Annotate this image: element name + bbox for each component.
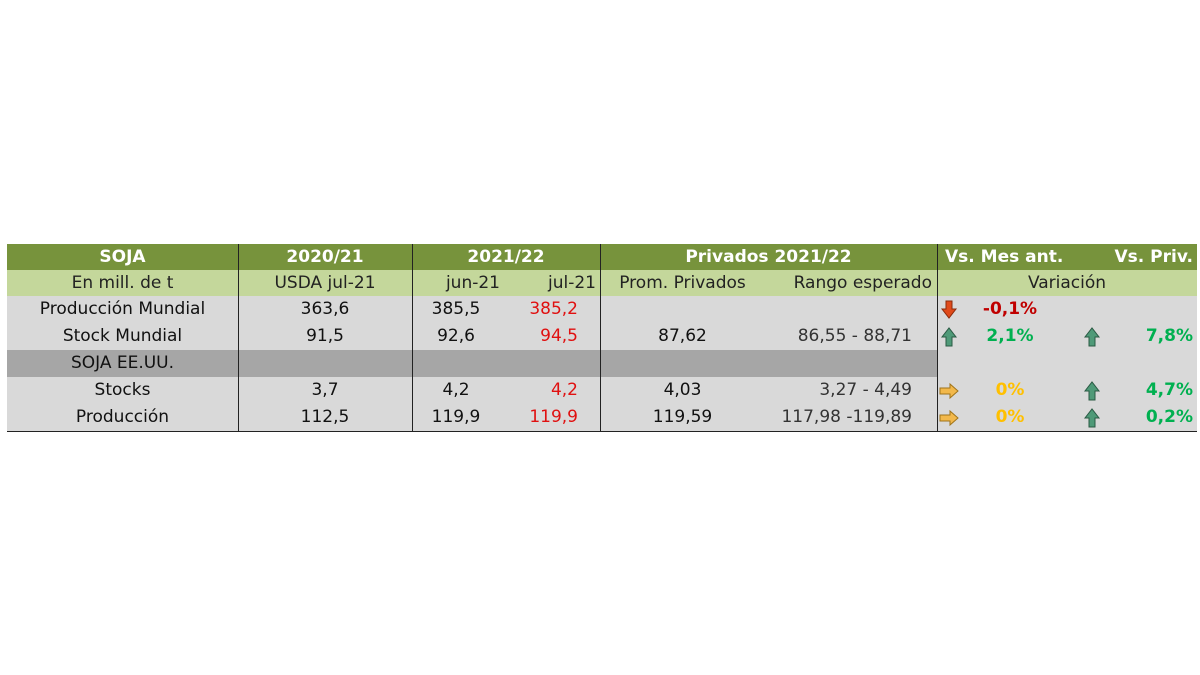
cell: 363,6: [300, 299, 350, 319]
subheader-cell: Rango esperado: [793, 273, 932, 293]
header-cell: SOJA: [99, 247, 146, 267]
cell: 94,5: [540, 326, 578, 346]
bottom-border: [7, 431, 1197, 432]
cell: 119,9: [431, 407, 481, 427]
subheader-cell: En mill. de t: [71, 273, 174, 293]
arrow-up: [1083, 381, 1101, 401]
row-label: Producción: [75, 407, 170, 427]
arrow-down: [940, 300, 958, 319]
cell: 385,5: [431, 299, 481, 319]
cell: 119,9: [529, 407, 578, 427]
arrow-up: [940, 327, 958, 347]
header-cell: Vs. Mes ant.: [945, 247, 1064, 267]
cell: 117,98 -119,89: [781, 407, 912, 427]
header-cell: Vs. Priv.: [1114, 247, 1193, 267]
subheader-cell: jul-21: [548, 273, 596, 293]
divider: [600, 244, 601, 432]
header-bg: [7, 244, 1197, 270]
section-bg: [7, 350, 937, 377]
variation: 4,7%: [1145, 380, 1193, 400]
subheader-cell: Variación: [1027, 273, 1107, 293]
subheader-bg: [7, 270, 1197, 296]
variation: 0%: [995, 407, 1025, 427]
arrow-right: [939, 382, 959, 400]
cell: 3,7: [311, 380, 339, 400]
subheader-cell: USDA jul-21: [274, 273, 376, 293]
cell: 91,5: [306, 326, 344, 346]
variation: 2,1%: [986, 326, 1034, 346]
cell: 112,5: [300, 407, 350, 427]
header-cell: 2020/21: [286, 247, 364, 267]
arrow-right: [939, 409, 959, 427]
cell: 86,55 - 88,71: [797, 326, 912, 346]
divider: [937, 244, 938, 432]
row-label: SOJA EE.UU.: [70, 353, 175, 373]
variation: 0,2%: [1145, 407, 1193, 427]
cell: 4,2: [442, 380, 470, 400]
row-label: Producción Mundial: [39, 299, 206, 319]
cell: 4,2: [550, 380, 578, 400]
cell: 87,62: [658, 326, 707, 346]
cell: 385,2: [529, 299, 578, 319]
cell: 4,03: [663, 380, 702, 400]
variation: -0,1%: [982, 299, 1038, 319]
subheader-cell: jun-21: [445, 273, 500, 293]
cell: 3,27 - 4,49: [819, 380, 912, 400]
subheader-cell: Prom. Privados: [619, 273, 746, 293]
arrow-up: [1083, 327, 1101, 347]
row-label: Stocks: [94, 380, 151, 400]
cell: 119,59: [652, 407, 713, 427]
divider: [238, 244, 239, 432]
variation: 0%: [995, 380, 1025, 400]
variation: 7,8%: [1145, 326, 1193, 346]
header-cell: 2021/22: [467, 247, 545, 267]
arrow-up: [1083, 408, 1101, 428]
row-label: Stock Mundial: [62, 326, 183, 346]
header-cell: Privados 2021/22: [685, 247, 852, 267]
divider: [412, 244, 413, 432]
cell: 92,6: [437, 326, 475, 346]
